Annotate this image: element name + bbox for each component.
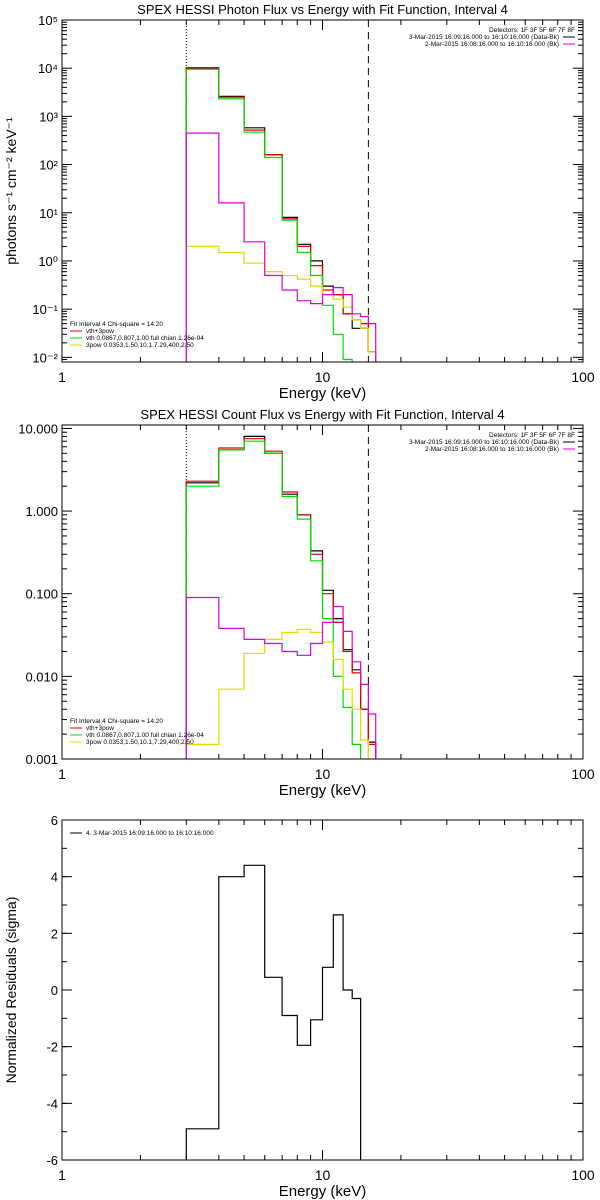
x-tick-label: 1 bbox=[58, 1167, 66, 1183]
y-tick-label: 0 bbox=[51, 983, 58, 998]
chart-title: SPEX HESSI Photon Flux vs Energy with Fi… bbox=[137, 2, 508, 17]
x-tick-label: 100 bbox=[571, 766, 595, 782]
chart-panel-1: 1 10 100 10⁻² 10⁻¹ 10⁰ 10¹ 10² 10³ 10⁴ 10⁵ SPEX HES… bbox=[3, 2, 595, 402]
series-line-5 bbox=[185, 596, 377, 759]
x-tick-label: 10 bbox=[315, 369, 331, 385]
legend-entry: 4. 3-Mar-2015 16:09:16.000 to 16:10:16.0… bbox=[86, 830, 214, 837]
legend-right-title: Detectors: 1F 3F 5F 6F 7F 8F bbox=[489, 432, 575, 439]
series-line-5 bbox=[185, 132, 377, 362]
x-axis-label: Energy (keV) bbox=[279, 385, 367, 402]
x-tick-label: 1 bbox=[58, 369, 66, 385]
legend-left-title: Fit Interval 4 Chi-square = 14.20 bbox=[70, 321, 163, 328]
y-axis-label: Normalized Residuals (sigma) bbox=[3, 897, 19, 1084]
legend-entry: 3-Mar-2015 16:09:16.000 to 16:10:16.000 … bbox=[409, 34, 559, 41]
series-line-1 bbox=[185, 67, 377, 362]
chart-panel-2: 1 10 100 0.001 0.010 0.100 1.000 10.000 SPEX HES… bbox=[18, 407, 595, 799]
series-line-3 bbox=[185, 68, 353, 362]
y-tick-label: 10² bbox=[39, 158, 58, 173]
legend-entry: 3pow 0.0353,1.50,10.1,7.29,400,2.50 bbox=[86, 342, 194, 349]
x-tick-label: 100 bbox=[571, 369, 595, 385]
y-tick-label: 10⁻² bbox=[32, 350, 58, 365]
y-tick-label: -2 bbox=[46, 1040, 58, 1055]
x-axis-label: Energy (keV) bbox=[279, 1183, 367, 1200]
x-tick-label: 10 bbox=[315, 766, 331, 782]
y-tick-label: 0.100 bbox=[25, 587, 58, 602]
y-tick-label: 10³ bbox=[39, 109, 58, 124]
chart-panel-3: 1 10 100 -6 -4 -2 0 2 4 6 Energy (keV) Normalized R… bbox=[3, 813, 595, 1200]
series-group bbox=[185, 864, 362, 1160]
x-tick-label: 1 bbox=[58, 766, 66, 782]
legend-entry: 2-Mar-2015 16:08:16.000 to 16:10:16.000 … bbox=[425, 446, 559, 453]
legend-right-title: Detectors: 1F 3F 5F 6F 7F 8F bbox=[489, 27, 575, 34]
y-tick-label: 10.000 bbox=[18, 421, 58, 436]
y-tick-label: 1.000 bbox=[25, 504, 58, 519]
y-tick-label: 0.001 bbox=[25, 752, 58, 767]
y-axis-label: photons s⁻¹ cm⁻² keV⁻¹ bbox=[3, 117, 19, 265]
legend-entry: vth+3pow bbox=[86, 725, 114, 732]
y-tick-label: 10⁵ bbox=[38, 13, 58, 28]
legend-entry: vth 0.0867,0.807,1.00 full chian 1.26e-0… bbox=[86, 732, 204, 739]
legend-entry: 3pow 0.0353,1.50,10.1,7.29,400,2.50 bbox=[86, 739, 194, 746]
legend-left-title: Fit Interval 4 Chi-square = 14.20 bbox=[70, 718, 163, 725]
series-line-4 bbox=[185, 245, 377, 362]
x-axis-label: Energy (keV) bbox=[279, 782, 367, 799]
y-tick-label: 10¹ bbox=[39, 206, 58, 221]
series-line-4 bbox=[185, 628, 376, 759]
series-line-1 bbox=[185, 864, 362, 1160]
y-tick-label: -4 bbox=[46, 1096, 58, 1111]
x-tick-label: 100 bbox=[571, 1167, 595, 1183]
series-group bbox=[185, 67, 377, 362]
series-line-2 bbox=[185, 67, 377, 362]
y-tick-label: 10⁴ bbox=[38, 61, 58, 76]
legend-entry: vth 0.0867,0.807,1.00 full chian 1.26e-0… bbox=[86, 335, 204, 342]
series-group bbox=[185, 435, 377, 759]
y-tick-label: 2 bbox=[51, 926, 58, 941]
legend-entry: 2-Mar-2015 16:08:16.000 to 16:10:16.000 … bbox=[425, 41, 559, 48]
legend-entry: vth+3pow bbox=[86, 328, 114, 335]
y-tick-label: 6 bbox=[51, 813, 58, 828]
plot-frame bbox=[61, 19, 584, 363]
series-line-3 bbox=[185, 440, 369, 759]
y-tick-label: 0.010 bbox=[25, 669, 58, 684]
plot-frame bbox=[61, 819, 584, 1161]
y-tick-label: -6 bbox=[46, 1153, 58, 1168]
y-tick-label: 10⁰ bbox=[38, 254, 58, 269]
x-tick-label: 10 bbox=[315, 1167, 331, 1183]
legend-entry: 3-Mar-2015 16:09:16.000 to 16:10:16.000 … bbox=[409, 439, 559, 446]
y-tick-label: 10⁻¹ bbox=[32, 302, 58, 317]
y-tick-label: 4 bbox=[51, 870, 58, 885]
plot-frame bbox=[61, 424, 584, 760]
chart-title: SPEX HESSI Count Flux vs Energy with Fit… bbox=[140, 407, 504, 422]
